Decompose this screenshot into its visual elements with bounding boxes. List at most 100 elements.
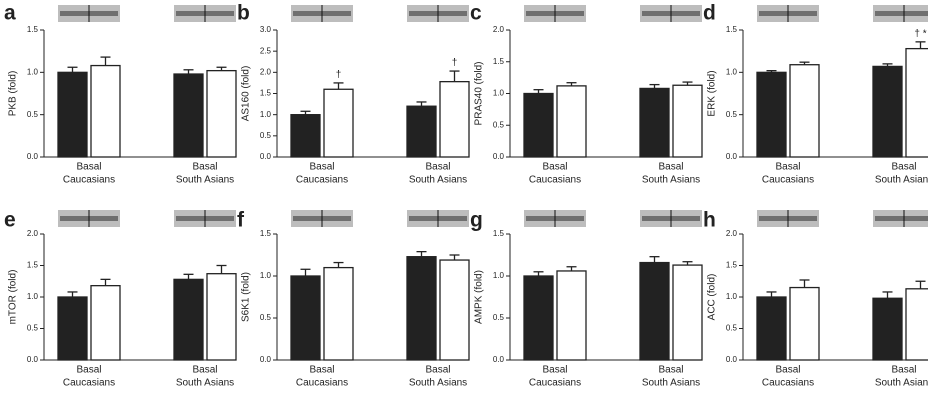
bar xyxy=(91,66,120,157)
significance-marker: † xyxy=(452,58,458,69)
y-tick-label: 1.0 xyxy=(726,292,738,301)
y-tick-label: 0.0 xyxy=(260,152,272,161)
y-tick-label: 2.0 xyxy=(493,25,505,34)
y-axis-label: ERK (fold) xyxy=(707,70,718,116)
y-tick-label: 1.5 xyxy=(493,57,505,66)
x-tick-label: South Asians xyxy=(176,378,234,389)
y-tick-label: 0.5 xyxy=(27,110,39,119)
x-tick-label: Caucasians xyxy=(762,175,814,186)
x-tick-label: Basal xyxy=(658,162,683,173)
y-tick-label: 0.0 xyxy=(260,355,272,364)
y-tick-label: 0.5 xyxy=(726,324,738,333)
y-tick-label: 2.0 xyxy=(726,229,738,238)
y-tick-label: 1.5 xyxy=(27,261,39,270)
bar xyxy=(58,297,87,360)
panel-letter: b xyxy=(237,2,250,25)
y-tick-label: 0.5 xyxy=(260,313,272,322)
y-tick-label: 1.0 xyxy=(27,292,39,301)
blot-band xyxy=(875,11,928,16)
y-axis-label: AS160 (fold) xyxy=(241,66,252,122)
bar xyxy=(640,88,669,157)
bar xyxy=(407,257,436,360)
bar xyxy=(174,74,203,157)
x-tick-label: South Asians xyxy=(409,378,467,389)
x-tick-label: Basal xyxy=(775,365,800,376)
y-tick-label: 0.5 xyxy=(260,131,272,140)
x-tick-label: Basal xyxy=(542,365,567,376)
x-tick-label: Caucasians xyxy=(529,378,581,389)
bar xyxy=(58,72,87,157)
bar xyxy=(524,276,553,360)
bar xyxy=(906,49,928,157)
bar xyxy=(207,71,236,157)
y-tick-label: 1.0 xyxy=(260,271,272,280)
bar xyxy=(640,263,669,360)
y-tick-label: 1.5 xyxy=(493,229,505,238)
figure: aPKB (fold)0.00.51.01.5BasalCaucasiansBa… xyxy=(0,0,928,397)
y-tick-label: 0.0 xyxy=(27,152,39,161)
x-tick-label: Basal xyxy=(309,162,334,173)
panel-letter: e xyxy=(4,209,16,232)
panel-letter: a xyxy=(4,2,16,25)
y-tick-label: 1.5 xyxy=(27,25,39,34)
bar xyxy=(790,288,819,360)
x-tick-label: Basal xyxy=(425,162,450,173)
y-axis-label: S6K1 (fold) xyxy=(241,272,252,322)
x-tick-label: Basal xyxy=(658,365,683,376)
bar xyxy=(790,65,819,157)
x-tick-label: Caucasians xyxy=(296,378,348,389)
x-tick-label: South Asians xyxy=(875,378,928,389)
x-tick-label: Basal xyxy=(192,162,217,173)
y-axis-label: AMPK (fold) xyxy=(474,270,485,324)
bar xyxy=(873,298,902,360)
x-tick-label: Basal xyxy=(891,365,916,376)
y-tick-label: 0.5 xyxy=(493,313,505,322)
y-tick-label: 1.0 xyxy=(260,110,272,119)
panel-letter: g xyxy=(470,209,483,232)
bar xyxy=(207,274,236,360)
y-tick-label: 0.5 xyxy=(726,110,738,119)
x-tick-label: Basal xyxy=(425,365,450,376)
y-tick-label: 1.0 xyxy=(493,89,505,98)
x-tick-label: Caucasians xyxy=(63,175,115,186)
x-tick-label: South Asians xyxy=(642,175,700,186)
y-tick-label: 0.0 xyxy=(726,152,738,161)
panel-letter: h xyxy=(703,209,716,232)
x-tick-label: South Asians xyxy=(409,175,467,186)
bar xyxy=(324,268,353,360)
bar xyxy=(524,94,553,158)
panel-letter: f xyxy=(237,209,245,232)
bar xyxy=(440,82,469,157)
x-tick-label: Caucasians xyxy=(296,175,348,186)
y-axis-label: mTOR (fold) xyxy=(8,270,19,325)
bar xyxy=(91,286,120,360)
bar xyxy=(324,89,353,157)
y-tick-label: 1.5 xyxy=(726,25,738,34)
y-tick-label: 1.0 xyxy=(493,271,505,280)
significance-marker: † * xyxy=(914,28,926,39)
bar xyxy=(291,115,320,157)
y-axis-label: PRAS40 (fold) xyxy=(474,62,485,126)
y-tick-label: 1.0 xyxy=(27,67,39,76)
bar xyxy=(673,265,702,360)
x-tick-label: Caucasians xyxy=(529,175,581,186)
y-tick-label: 0.0 xyxy=(27,355,39,364)
x-tick-label: South Asians xyxy=(642,378,700,389)
blot-band xyxy=(875,216,928,221)
bar xyxy=(557,271,586,360)
x-tick-label: Basal xyxy=(775,162,800,173)
y-tick-label: 1.5 xyxy=(726,261,738,270)
bar xyxy=(291,276,320,360)
y-tick-label: 2.0 xyxy=(260,67,272,76)
bar xyxy=(757,72,786,157)
y-tick-label: 2.0 xyxy=(27,229,39,238)
y-tick-label: 3.0 xyxy=(260,25,272,34)
x-tick-label: South Asians xyxy=(176,175,234,186)
y-tick-label: 0.5 xyxy=(493,120,505,129)
y-tick-label: 1.5 xyxy=(260,89,272,98)
panel-letter: d xyxy=(703,2,716,25)
x-tick-label: Basal xyxy=(76,365,101,376)
bar xyxy=(174,279,203,360)
panel-letter: c xyxy=(470,2,482,25)
y-tick-label: 1.5 xyxy=(260,229,272,238)
